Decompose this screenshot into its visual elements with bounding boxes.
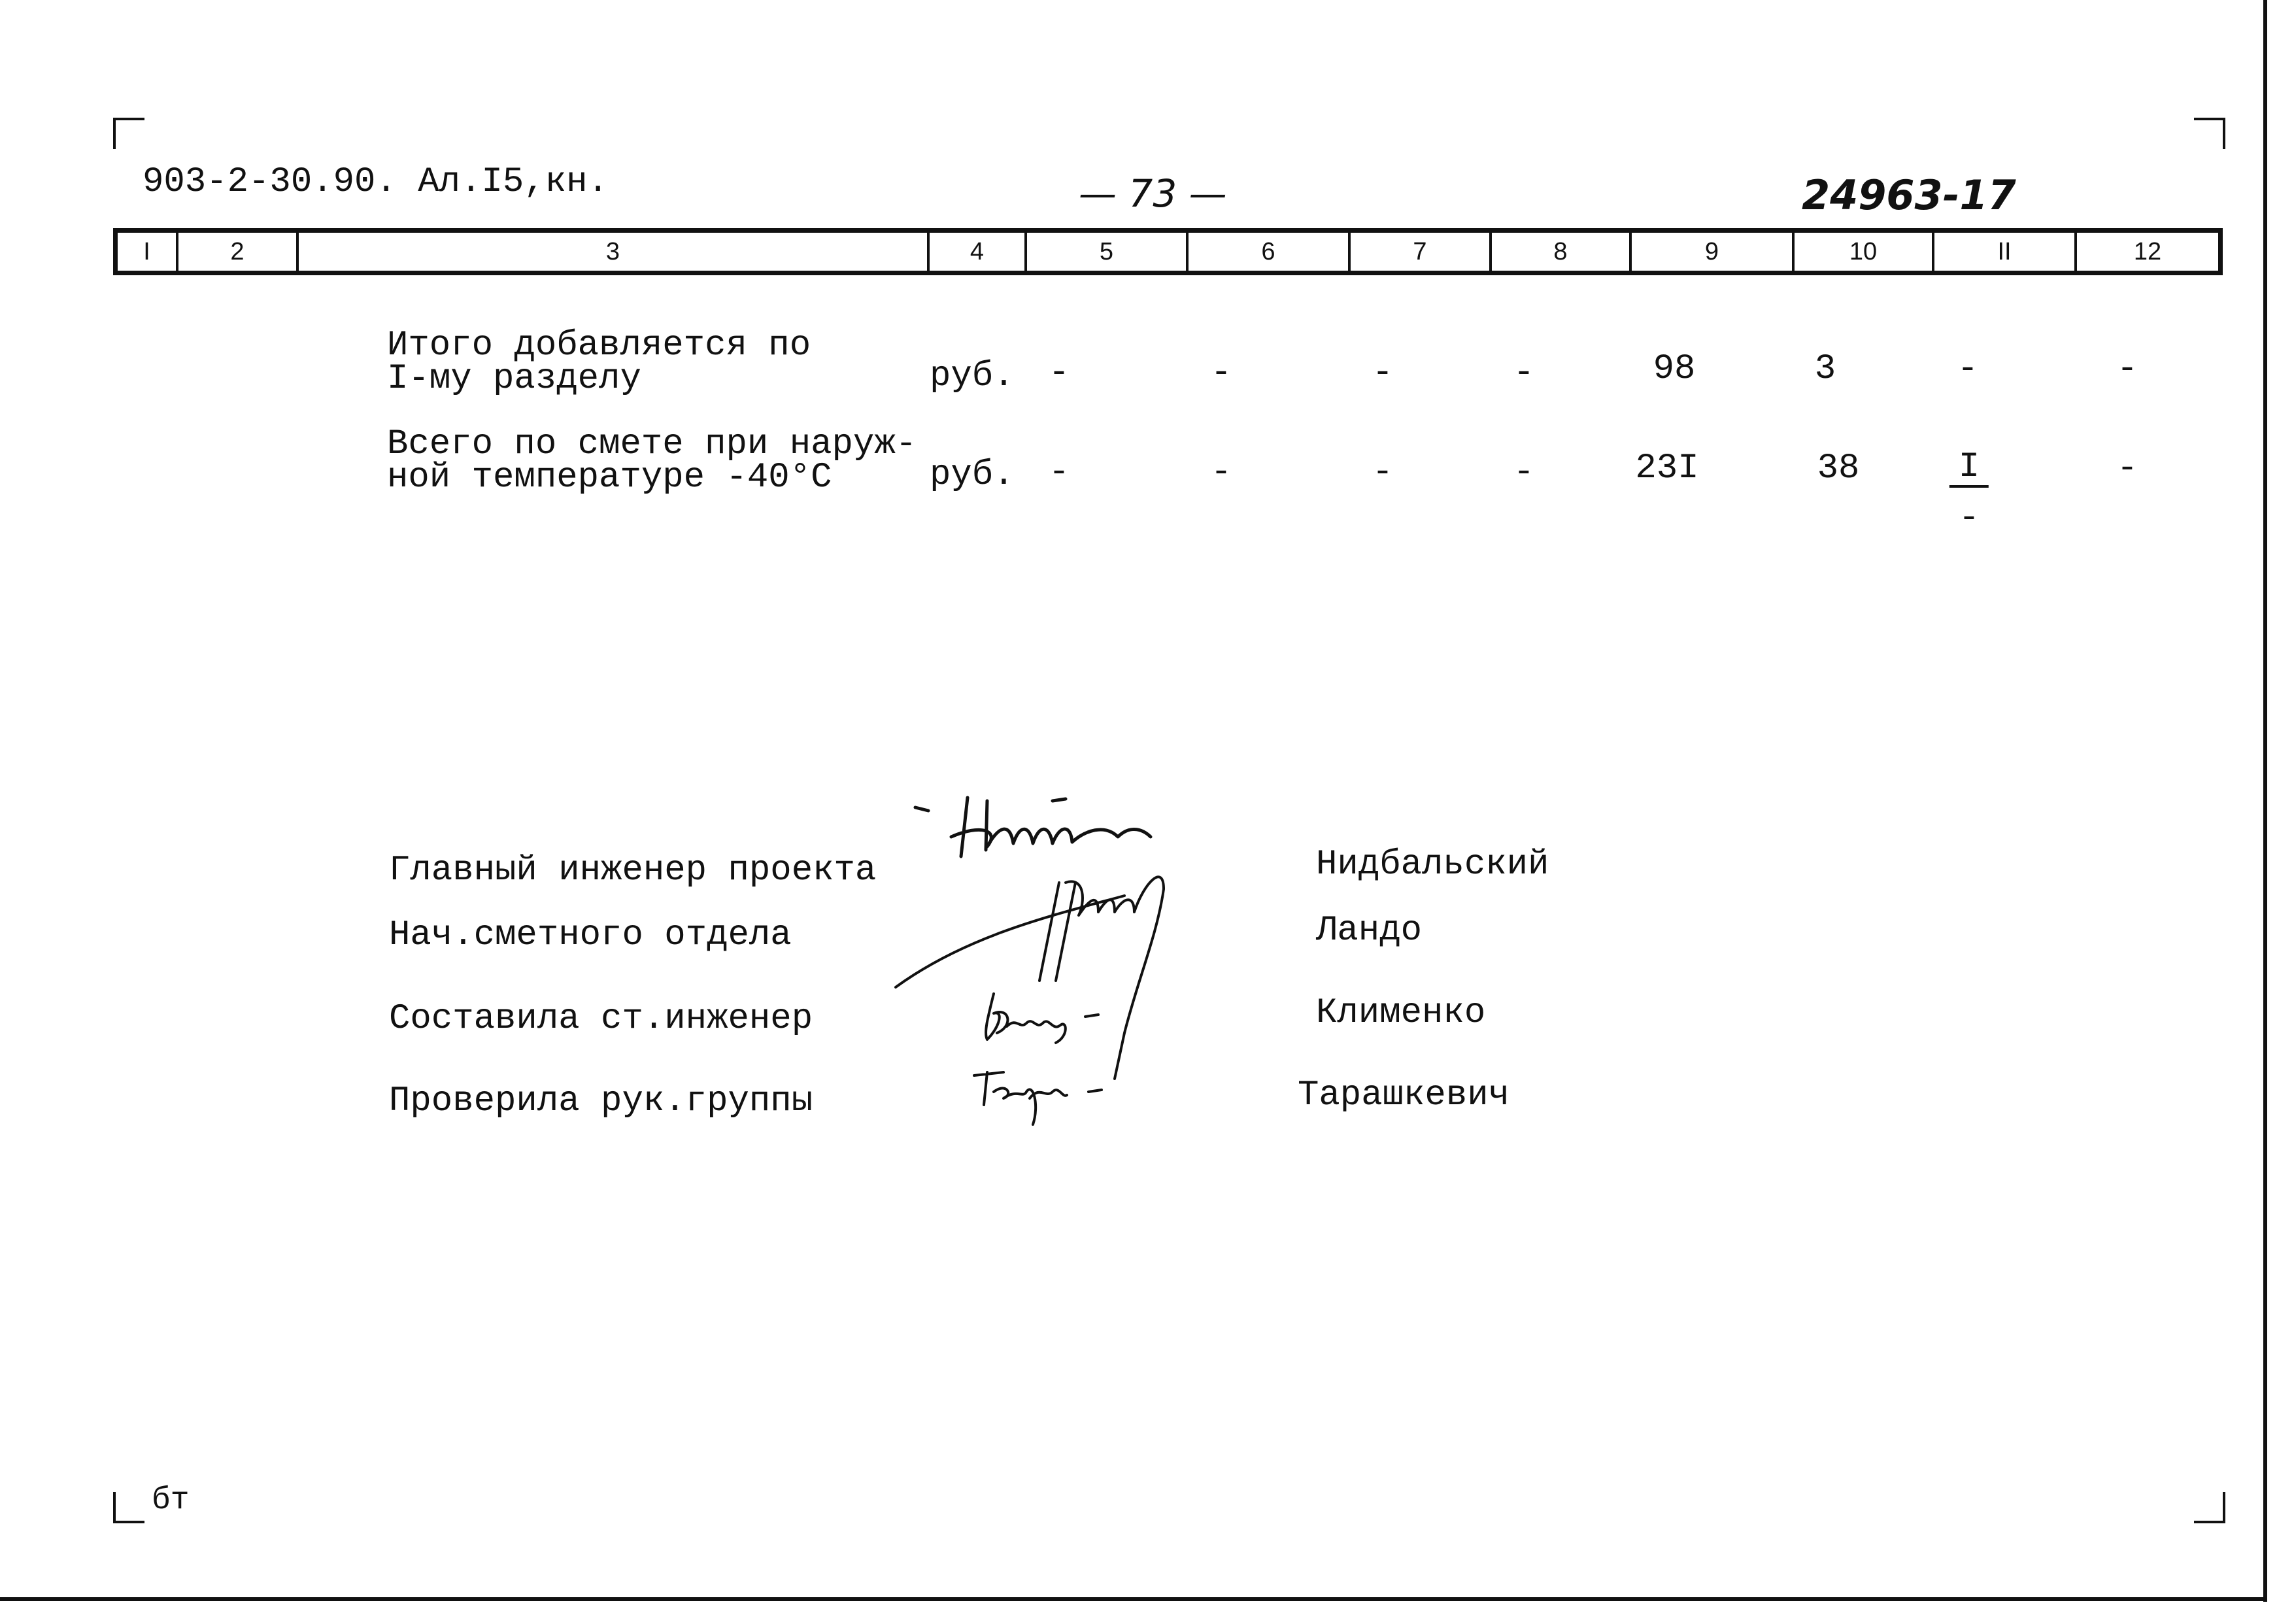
- page-number: — 73 —: [1079, 171, 1227, 216]
- column-number: 2: [178, 233, 299, 271]
- column-number: 10: [1795, 233, 1934, 271]
- row-unit: руб.: [930, 455, 1015, 495]
- column-number-header: I 2 3 4 5 6 7 8 9 10 II 12: [113, 228, 2223, 275]
- column-number: I: [118, 233, 178, 271]
- cell-col8: -: [1513, 452, 1535, 492]
- corner-mark-bottom-right: [2194, 1492, 2225, 1523]
- signature-reviewer: [973, 1071, 1103, 1126]
- signature-role: Нач.сметного отдела: [389, 915, 792, 955]
- cell-col6: -: [1210, 353, 1232, 393]
- column-number: 6: [1189, 233, 1351, 271]
- cell-col5: -: [1048, 452, 1070, 492]
- handwritten-signatures: [894, 796, 1165, 1126]
- signature-role: Главный инженер проекта: [389, 851, 877, 890]
- cell-col10: 3: [1814, 349, 1836, 389]
- column-number: 5: [1027, 233, 1189, 271]
- column-number: 9: [1632, 233, 1795, 271]
- signature-name: Тарашкевич: [1298, 1075, 1510, 1115]
- signature-name: Ландо: [1316, 911, 1423, 951]
- row-unit: руб.: [930, 356, 1015, 396]
- cell-col7: -: [1372, 353, 1394, 393]
- column-number: 7: [1351, 233, 1492, 271]
- column-number: 4: [930, 233, 1027, 271]
- cell-col12: -: [2116, 349, 2138, 389]
- cell-col5: -: [1048, 353, 1070, 393]
- corner-mark-top-left: [113, 118, 144, 149]
- cell-col11-below: -: [1958, 498, 1980, 538]
- signature-name: Нидбальский: [1316, 845, 1549, 885]
- column-number: 3: [299, 233, 930, 271]
- signature-chief-engineer: [913, 796, 1153, 858]
- bottom-border-line: [0, 1597, 2267, 1601]
- cell-col11: -: [1957, 349, 1979, 389]
- row-description-line: I-му разделу: [387, 359, 641, 399]
- footer-mark: бт: [152, 1483, 190, 1518]
- column-number: II: [1934, 233, 2077, 271]
- column-number: 8: [1492, 233, 1632, 271]
- row-description-line: ной температуре -40°С: [387, 458, 832, 498]
- row-description-line: Итого добавляется по: [387, 326, 811, 365]
- signature-compiler: [985, 992, 1100, 1044]
- corner-mark-top-right: [2194, 118, 2225, 149]
- cell-col10: 38: [1817, 448, 1860, 488]
- archive-number: 24963-17: [1802, 171, 2016, 219]
- signature-role: Составила ст.инженер: [389, 999, 813, 1039]
- row-description-line: Всего по смете при наруж-: [387, 424, 917, 464]
- cell-col9: 98: [1653, 349, 1696, 389]
- cell-col7: -: [1372, 452, 1394, 492]
- cell-col6: -: [1210, 452, 1232, 492]
- document-code: 903-2-30.90. Ал.I5,кн.: [143, 162, 609, 202]
- signature-head-estimates: [894, 875, 1165, 1080]
- corner-mark-bottom-left: [113, 1492, 144, 1523]
- cell-col12: -: [2116, 448, 2138, 488]
- right-border-line: [2263, 0, 2267, 1602]
- signature-role: Проверила рук.группы: [389, 1081, 813, 1121]
- signature-name: Клименко: [1316, 993, 1486, 1033]
- column-number: 12: [2133, 237, 2162, 265]
- cell-col8: -: [1513, 353, 1535, 393]
- cell-col11: I: [1949, 450, 1989, 488]
- cell-col9: 23I: [1635, 448, 1699, 488]
